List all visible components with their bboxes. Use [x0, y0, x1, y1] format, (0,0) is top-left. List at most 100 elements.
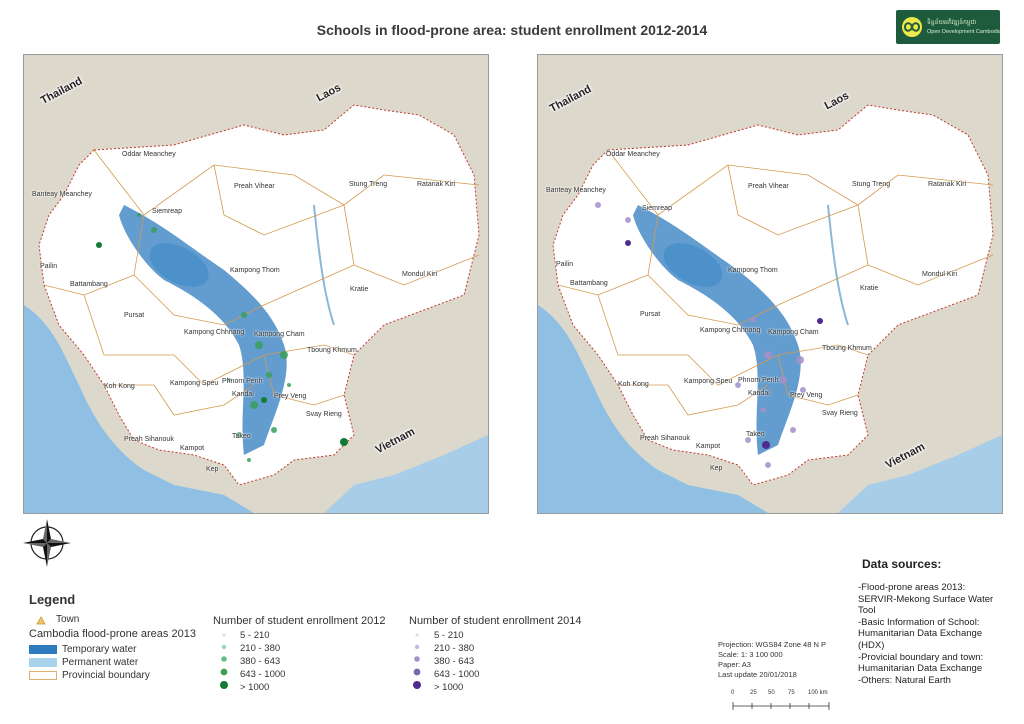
province-label: Siemreap [152, 208, 182, 215]
province-label: Koh Kong [104, 383, 135, 390]
province-label: Kep [710, 465, 723, 472]
legend-2014-class-1: 5 - 210 [434, 630, 464, 641]
province-label: Kampong Thom [230, 267, 280, 274]
scalebar-label: 50 [768, 690, 775, 696]
map-title: Schools in flood-prone area: student enr… [316, 22, 708, 38]
data-source-line: -Flood-prone areas 2013: [858, 582, 966, 593]
province-label: Phnom Penh [738, 377, 779, 384]
data-source-line: Humanitarian Data Exchange [858, 663, 983, 675]
legend-2012-class-1: 5 - 210 [240, 630, 270, 641]
province-label: Svay Rieng [306, 411, 342, 418]
province-label: Oddar Meanchey [606, 151, 660, 158]
map-2014: Thailand Laos Vietnam Oddar Meanchey Ban… [537, 54, 1003, 514]
legend-2012-class-3: 380 - 643 [240, 656, 281, 667]
data-sources-title: Data sources: [862, 557, 942, 571]
province-label: Stung Treng [852, 181, 891, 188]
data-sources-list: -Flood-prone areas 2013: SERVIR-Mekong S… [858, 582, 1023, 686]
province-label: Mondul Kiri [402, 271, 438, 278]
data-source-line: -Others: Natural Earth [858, 674, 951, 686]
province-label: Ratanak Kiri [928, 181, 967, 188]
province-label: Preah Sihanouk [640, 435, 690, 442]
province-label: Kratie [860, 285, 879, 292]
data-source-line: -Basic Information of School: [858, 616, 980, 628]
province-label: Kandal [232, 391, 254, 398]
province-label: Preah Vihear [748, 183, 789, 190]
scalebar-label: 100 km [808, 690, 828, 696]
province-label: Pailin [556, 261, 574, 268]
infinity-logo-icon [902, 17, 922, 37]
scale-text: Scale: 1: 3 100 000 [718, 650, 783, 659]
data-source-line: SERVIR-Mekong Surface Water [858, 593, 994, 605]
province-label: Battambang [70, 281, 108, 288]
province-label: Kampong Chhnang [184, 329, 245, 336]
province-label: Tboung Khmum [307, 347, 357, 354]
province-label: Takeo [232, 433, 251, 440]
swatch-provincial-boundary [29, 671, 57, 680]
province-label: Oddar Meanchey [122, 151, 176, 158]
legend-2014-class-2: 210 - 380 [434, 643, 475, 654]
scalebar-label: 75 [788, 690, 795, 696]
legend-temporary-water: Temporary water [62, 644, 137, 655]
update-text: Last update 20/01/2018 [718, 670, 797, 679]
province-label: Banteay Meanchey [546, 187, 606, 194]
data-source-line: Tool [858, 605, 876, 617]
province-label: Kampong Chhnang [700, 327, 761, 334]
province-label: Preah Vihear [234, 183, 275, 190]
legend-2014-class-5: > 1000 [434, 682, 464, 693]
town-triangle-icon [36, 616, 46, 625]
province-label: Kampong Speu [170, 380, 219, 387]
province-label: Kampong Cham [254, 331, 305, 338]
legend-provincial-boundary: Provincial boundary [62, 670, 150, 681]
legend-2012-class-4: 643 - 1000 [240, 669, 286, 680]
legend-permanent-water: Permanent water [62, 657, 139, 668]
province-label: Prey Veng [790, 392, 823, 399]
province-label: Svay Rieng [822, 410, 858, 417]
legend-2012-title: Number of student enrollment 2012 [213, 615, 386, 627]
data-source-line: (HDX) [858, 639, 885, 651]
legend-green-circles [220, 633, 228, 689]
legend-title: Legend [29, 592, 76, 607]
legend-purple-circles [413, 633, 421, 689]
scalebar-label: 25 [750, 690, 757, 696]
province-label: Prey Veng [274, 393, 307, 400]
province-label: Stung Treng [349, 181, 388, 188]
legend-town: Town [56, 614, 80, 625]
province-label: Phnom Penh [222, 378, 263, 385]
legend-2012-class-2: 210 - 380 [240, 643, 281, 654]
province-label: Preah Sihanouk [124, 436, 174, 443]
legend-2014-class-3: 380 - 643 [434, 656, 475, 667]
swatch-temporary-water [29, 645, 57, 654]
province-label: Mondul Kiri [922, 271, 958, 278]
province-label: Kep [206, 466, 219, 473]
logo-english-text: Open Development Cambodia [927, 29, 1001, 35]
legend-2012-class-5: > 1000 [240, 682, 270, 693]
province-label: Battambang [570, 280, 608, 287]
province-label: Takeo [746, 431, 765, 438]
province-label: Ratanak Kiri [417, 181, 456, 188]
scalebar-label: 0 [731, 690, 735, 696]
province-label: Kampong Cham [768, 329, 819, 336]
data-source-line: Humanitarian Data Exchange [858, 628, 983, 640]
province-label: Pursat [124, 312, 145, 319]
province-label: Kampot [696, 443, 721, 450]
scale-bar-ruler [732, 702, 830, 710]
legend-flood-title: Cambodia flood-prone areas 2013 [29, 628, 196, 640]
paper-text: Paper: A3 [718, 660, 751, 669]
legend-2014-title: Number of student enrollment 2014 [409, 615, 582, 627]
province-label: Pailin [40, 263, 58, 270]
province-label: Kampot [180, 445, 205, 452]
odc-logo: ទិន្នន័យអភិវឌ្ឍន៍កម្ពុជា Open Developmen… [896, 10, 1001, 44]
province-label: Kampong Thom [728, 267, 778, 274]
province-label: Siemreap [642, 205, 672, 212]
swatch-permanent-water [29, 658, 57, 667]
logo-khmer-text: ទិន្នន័យអភិវឌ្ឍន៍កម្ពុជា [927, 20, 977, 26]
map-2012: Thailand Laos Vietnam Oddar Meanchey Ban… [23, 54, 489, 514]
north-arrow-compass-icon [23, 519, 71, 567]
map-metadata: Projection: WGS84 Zone 48 N P Scale: 1: … [718, 640, 826, 680]
province-label: Pursat [640, 311, 661, 318]
province-label: Banteay Meanchey [32, 191, 92, 198]
province-label: Kratie [350, 286, 369, 293]
province-label: Kandal [748, 390, 770, 397]
legend-2014-class-4: 643 - 1000 [434, 669, 480, 680]
province-label: Tboung Khmum [822, 345, 872, 352]
